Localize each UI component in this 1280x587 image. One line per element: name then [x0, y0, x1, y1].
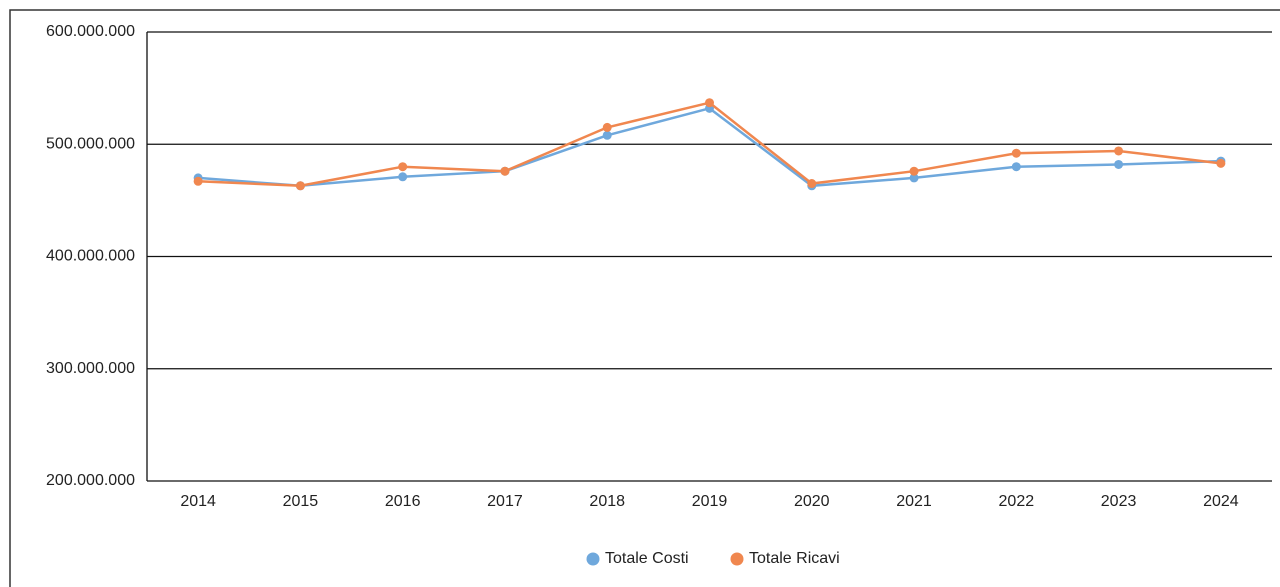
data-point: [602, 130, 612, 140]
data-point: [1114, 159, 1124, 169]
data-point: [807, 179, 817, 189]
x-tick-label: 2014: [180, 493, 216, 510]
x-tick-label: 2015: [283, 493, 319, 510]
x-tick-label: 2022: [999, 493, 1035, 510]
data-point: [909, 166, 919, 176]
data-point: [602, 122, 612, 132]
data-point: [1114, 146, 1124, 156]
x-tick-label: 2019: [692, 493, 728, 510]
y-tick-label: 500.000.000: [46, 135, 135, 152]
data-point: [398, 172, 408, 182]
y-tick-label: 200.000.000: [46, 472, 135, 489]
legend-marker: [586, 552, 600, 566]
x-tick-label: 2017: [487, 493, 523, 510]
x-tick-label: 2018: [589, 493, 625, 510]
x-tick-label: 2020: [794, 493, 830, 510]
data-point: [500, 166, 510, 176]
x-tick-label: 2016: [385, 493, 421, 510]
x-tick-label: 2024: [1203, 493, 1239, 510]
y-tick-label: 400.000.000: [46, 248, 135, 265]
data-point: [398, 162, 408, 172]
data-point: [1216, 158, 1226, 168]
data-point: [1011, 162, 1021, 172]
legend-label: Totale Costi: [605, 550, 689, 567]
y-tick-label: 600.000.000: [46, 23, 135, 40]
data-point: [1011, 148, 1021, 158]
chart-frame: [9, 9, 1280, 587]
legend-marker: [730, 552, 744, 566]
x-tick-label: 2023: [1101, 493, 1137, 510]
data-point: [909, 173, 919, 183]
data-point: [193, 176, 203, 186]
data-point: [295, 181, 305, 191]
legend-label: Totale Ricavi: [749, 550, 840, 567]
y-tick-label: 300.000.000: [46, 360, 135, 377]
x-tick-label: 2021: [896, 493, 932, 510]
data-point: [705, 98, 714, 108]
